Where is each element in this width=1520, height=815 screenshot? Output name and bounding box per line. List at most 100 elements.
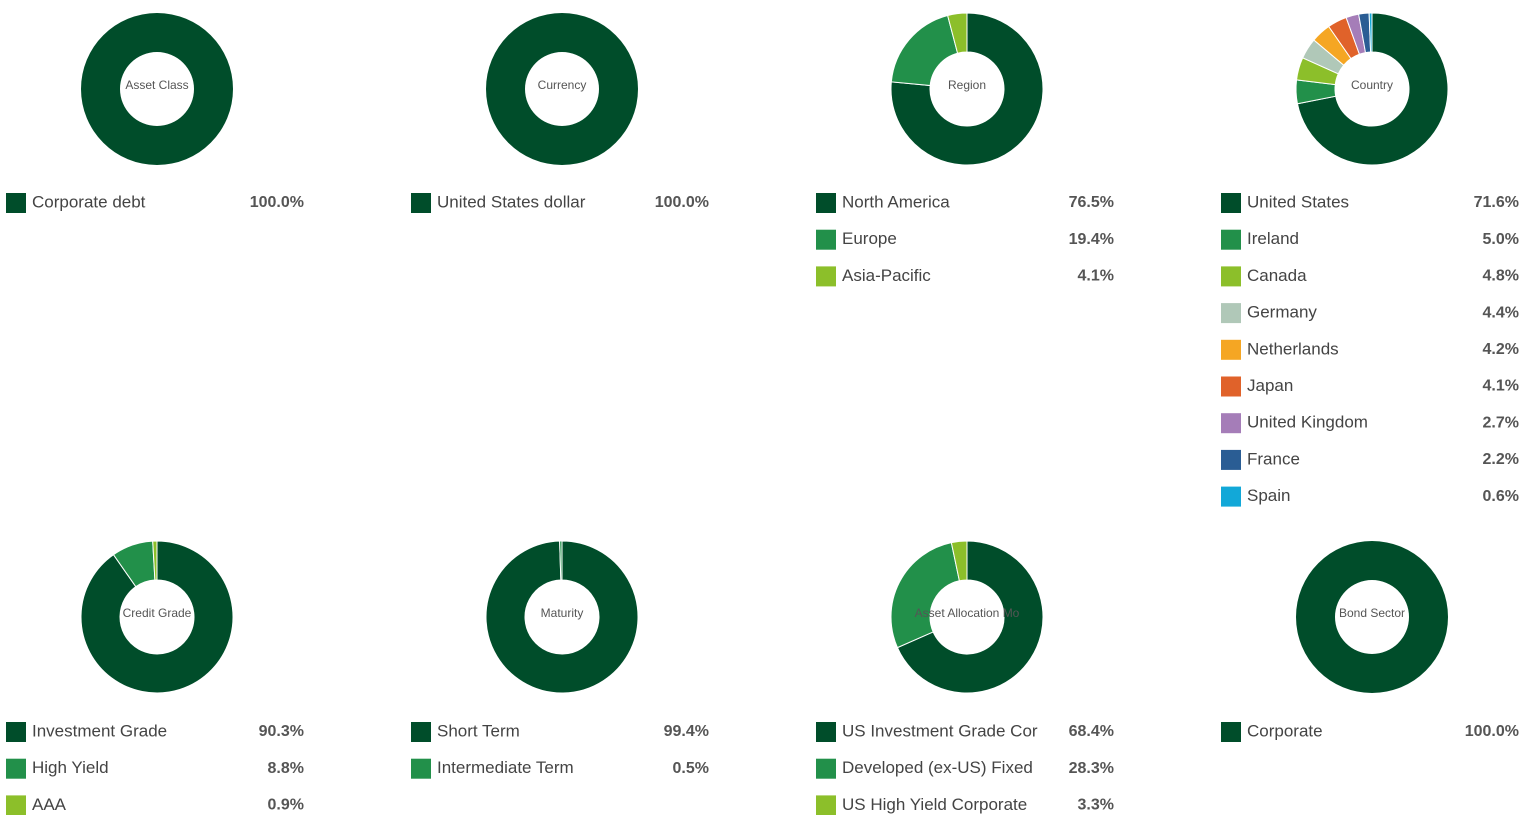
legend-label: North America	[842, 192, 950, 211]
legend-label: Europe	[842, 229, 897, 248]
legend-swatch	[6, 193, 26, 213]
chart-title: Country	[1351, 78, 1393, 92]
legend-swatch	[6, 722, 26, 742]
value-label: 4.2%	[1483, 341, 1519, 358]
value-label: 99.4%	[664, 723, 709, 740]
legend-label: High Yield	[32, 758, 109, 777]
donut-slice	[81, 13, 233, 165]
legend-label: United Kingdom	[1247, 413, 1368, 432]
donut-slice	[947, 12, 968, 54]
donut-chart: Asset Class Corporate debt 100.0%	[6, 13, 304, 213]
legend-swatch	[411, 722, 431, 742]
donut-slice	[485, 540, 639, 694]
legend-swatch	[816, 229, 836, 250]
legend-label: Intermediate Term	[437, 758, 574, 777]
legend-swatch	[816, 266, 836, 287]
legend-swatch	[1221, 266, 1241, 287]
legend-label: Netherlands	[1247, 339, 1339, 358]
legend-swatch	[816, 758, 836, 779]
legend-label: Germany	[1247, 303, 1317, 322]
donut-slice	[896, 540, 1044, 694]
legend-swatch	[1221, 413, 1241, 434]
donut-chart: Credit Grade Investment Grade 90.3% High Yi…	[6, 540, 304, 815]
chart-title: Credit Grade	[123, 606, 192, 620]
donut-slice	[559, 540, 563, 581]
legend-label: Ireland	[1247, 229, 1299, 248]
legend-label: United States	[1247, 192, 1349, 211]
donut-chart: Maturity Short Term 99.4% Intermediate Term…	[411, 540, 709, 779]
legend-label: United States dollar	[437, 192, 586, 211]
legend-label: France	[1247, 449, 1300, 468]
value-label: 8.8%	[268, 760, 304, 777]
legend-swatch	[816, 795, 836, 815]
legend-label: Developed (ex-US) Fixed	[842, 758, 1033, 777]
donut-slice	[890, 542, 960, 649]
legend-label: US Investment Grade Cor	[842, 721, 1038, 740]
value-label: 4.1%	[1483, 378, 1519, 395]
value-label: 100.0%	[250, 194, 304, 211]
donut-chart: Asset Allocation Mo US Investment Grade C…	[816, 540, 1114, 815]
legend-label: Short Term	[437, 721, 520, 740]
donut-chart: Bond Sector Corporate 100.0%	[1221, 541, 1519, 742]
donut-slice	[1296, 541, 1448, 693]
value-label: 28.3%	[1069, 760, 1114, 777]
donut-chart: Currency United States dollar 100.0%	[411, 13, 709, 213]
legend-swatch	[1221, 339, 1241, 360]
legend-label: AAA	[32, 795, 67, 814]
chart-title: Asset Allocation Mo	[915, 606, 1020, 620]
donut-slice	[890, 14, 959, 87]
donut-slice	[1296, 12, 1449, 166]
value-label: 100.0%	[655, 194, 709, 211]
legend-label: Corporate debt	[32, 192, 146, 211]
legend-swatch	[1221, 193, 1241, 213]
legend-label: Corporate	[1247, 721, 1323, 740]
legend-swatch	[1221, 722, 1241, 742]
donut-chart: Region North America 76.5% Europe 19.4% Asia-…	[816, 12, 1114, 287]
value-label: 2.7%	[1483, 414, 1519, 431]
legend-swatch	[6, 795, 26, 815]
value-label: 76.5%	[1069, 194, 1114, 211]
donut-chart: Country United States 71.6% Ireland 5.0% Cana…	[1221, 12, 1519, 507]
legend-swatch	[816, 193, 836, 213]
value-label: 19.4%	[1069, 231, 1114, 248]
value-label: 5.0%	[1483, 231, 1519, 248]
donut-slice	[950, 540, 968, 582]
legend-swatch	[816, 722, 836, 742]
donut-slice	[486, 13, 638, 165]
value-label: 90.3%	[259, 723, 304, 740]
donut-slice	[152, 540, 158, 581]
value-label: 71.6%	[1474, 194, 1519, 211]
legend-swatch	[411, 758, 431, 779]
donut-slice	[890, 12, 1044, 166]
donut-slice	[80, 540, 234, 694]
value-label: 4.4%	[1483, 304, 1519, 321]
legend-label: Investment Grade	[32, 721, 167, 740]
legend-label: US High Yield Corporate	[842, 795, 1027, 814]
legend-swatch	[1221, 486, 1241, 507]
legend-swatch	[411, 193, 431, 213]
value-label: 4.8%	[1483, 268, 1519, 285]
legend-swatch	[1221, 229, 1241, 250]
legend-label: Japan	[1247, 376, 1293, 395]
value-label: 0.9%	[268, 797, 304, 814]
value-label: 0.5%	[673, 760, 709, 777]
legend-swatch	[6, 758, 26, 779]
value-label: 4.1%	[1078, 268, 1114, 285]
legend-swatch	[1221, 449, 1241, 470]
legend-label: Canada	[1247, 266, 1307, 285]
chart-title: Bond Sector	[1339, 606, 1405, 620]
legend-swatch	[1221, 303, 1241, 324]
value-label: 2.2%	[1483, 451, 1519, 468]
legend-swatch	[1221, 376, 1241, 397]
chart-title: Currency	[538, 78, 587, 92]
donut-slice	[1368, 12, 1373, 53]
value-label: 3.3%	[1078, 797, 1114, 814]
value-label: 0.6%	[1483, 488, 1519, 505]
chart-title: Asset Class	[125, 78, 188, 92]
legend-label: Spain	[1247, 486, 1290, 505]
value-label: 68.4%	[1069, 723, 1114, 740]
value-label: 100.0%	[1465, 723, 1519, 740]
chart-title: Region	[948, 78, 986, 92]
